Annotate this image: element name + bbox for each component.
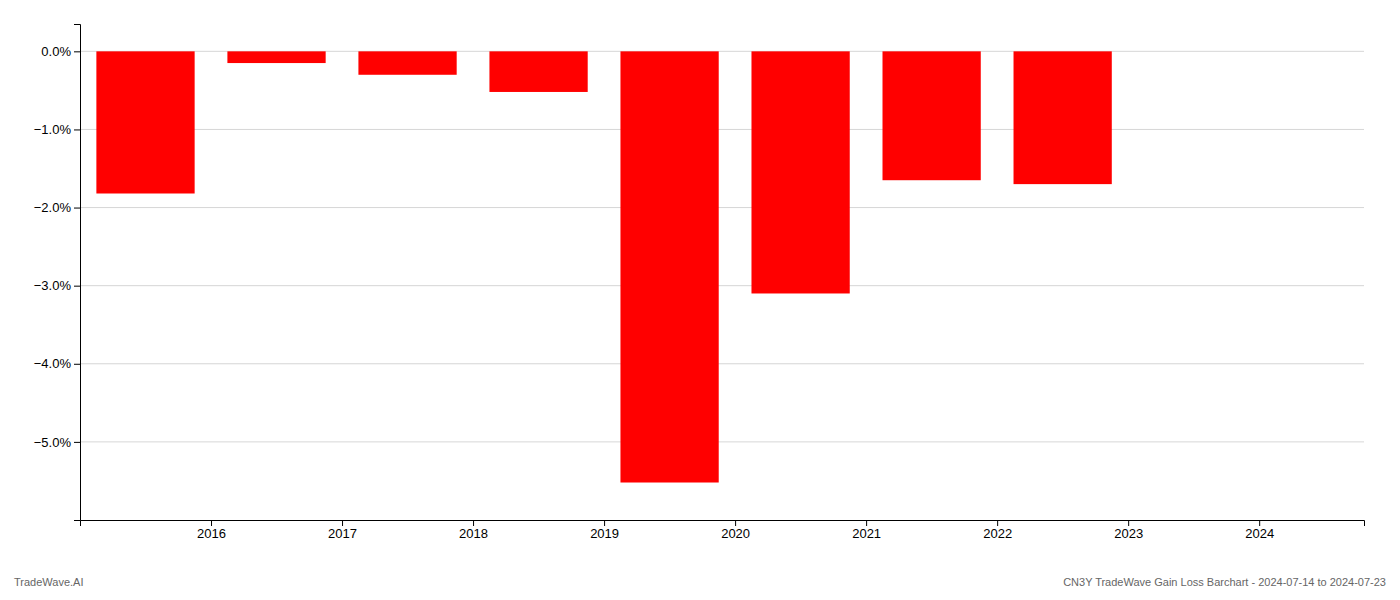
y-tick: −2.0% (34, 200, 80, 215)
x-tick: 2018 (459, 520, 488, 541)
y-tick: 0.0% (41, 44, 80, 59)
y-tick-mark (74, 129, 80, 130)
x-tick-label: 2023 (1114, 526, 1143, 541)
bar (489, 51, 587, 92)
grid-line (80, 441, 1364, 442)
grid-line (80, 129, 1364, 130)
y-tick-label: −3.0% (34, 278, 72, 293)
y-tick-mark (74, 286, 80, 287)
x-tick: 2022 (983, 520, 1012, 541)
y-tick-mark (74, 208, 80, 209)
x-tick-mark (473, 520, 474, 526)
y-tick-label: −1.0% (34, 122, 72, 137)
y-tick-label: 0.0% (41, 44, 71, 59)
x-tick-mark (997, 520, 998, 526)
x-tick: 2017 (328, 520, 357, 541)
x-tick-mark (866, 520, 867, 526)
x-tick-mark (735, 520, 736, 526)
bar (620, 51, 718, 482)
x-tick-mark (342, 520, 343, 526)
x-tick: 2024 (1245, 520, 1274, 541)
x-tick: 2023 (1114, 520, 1143, 541)
x-axis: 2016 2017 2018 2019 2020 2021 2022 2023 2024 (81, 520, 1365, 541)
footer: CN3Y TradeWave Gain Loss Barchart - 2024… (1063, 576, 1386, 588)
x-tick-label: 2024 (1245, 526, 1274, 541)
bar (883, 51, 981, 180)
bars (96, 51, 1111, 482)
x-tick-label: 2018 (459, 526, 488, 541)
grid-line (80, 285, 1364, 286)
grid-line (80, 207, 1364, 208)
grid-line (80, 363, 1364, 364)
y-tick: −3.0% (34, 278, 80, 293)
x-tick-mark (1128, 520, 1129, 526)
x-tick: 2019 (590, 520, 619, 541)
x-tick-label: 2017 (328, 526, 357, 541)
bar (751, 51, 849, 293)
y-axis: 0.0% −1.0% −2.0% −3.0% −4.0% −5.0% (34, 25, 81, 521)
plot: 0.0%−1.0%−2.0%−3.0%−4.0%−5.0%20162017201… (34, 25, 1365, 542)
x-tick-label: 2019 (590, 526, 619, 541)
x-tick: 2016 (197, 520, 226, 541)
bar (358, 51, 456, 74)
x-tick-label: 2020 (721, 526, 750, 541)
y-tick-label: −2.0% (34, 200, 72, 215)
y-tick: −1.0% (34, 122, 80, 137)
bar (96, 51, 194, 193)
y-tick-mark (74, 442, 80, 443)
y-tick: −5.0% (34, 435, 80, 450)
chart: 0.0%−1.0%−2.0%−3.0%−4.0%−5.0%20162017201… (0, 0, 1400, 600)
footer: TradeWave.AI (14, 576, 84, 588)
x-tick-mark (604, 520, 605, 526)
bar (227, 51, 325, 63)
y-tick: −4.0% (34, 356, 80, 371)
x-tick-mark (211, 520, 212, 526)
bar (1014, 51, 1112, 184)
x-tick-label: 2016 (197, 526, 226, 541)
y-tick-label: −4.0% (34, 356, 72, 371)
y-tick-label: −5.0% (34, 435, 72, 450)
y-tick-mark (74, 51, 80, 52)
x-tick-label: 2021 (852, 526, 881, 541)
y-axis-line (74, 25, 81, 521)
x-axis-line (81, 521, 1365, 527)
x-tick: 2021 (852, 520, 881, 541)
x-tick-mark (1259, 520, 1260, 526)
x-tick-label: 2022 (983, 526, 1012, 541)
grid (80, 51, 1364, 442)
y-tick-mark (74, 364, 80, 365)
x-tick: 2020 (721, 520, 750, 541)
